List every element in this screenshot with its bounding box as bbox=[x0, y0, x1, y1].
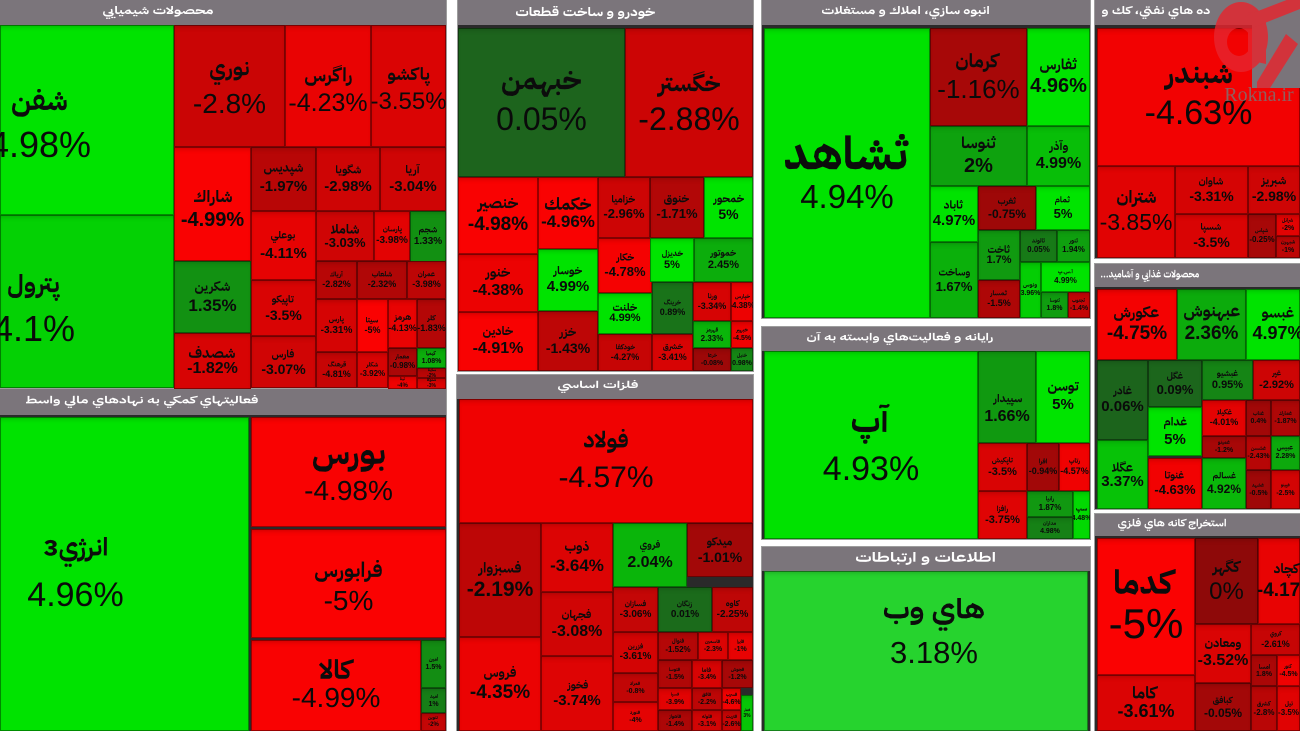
svg-text:Rokna.ir: Rokna.ir bbox=[1224, 84, 1294, 106]
